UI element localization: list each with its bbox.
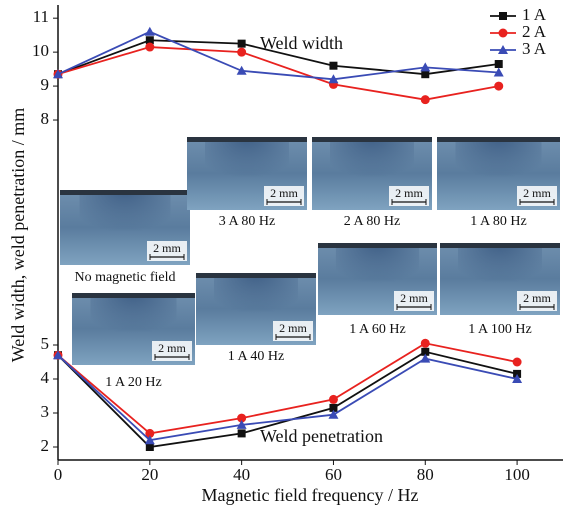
- annotation: Weld penetration: [260, 426, 383, 446]
- series-line: [57, 30, 499, 81]
- marker: [512, 357, 522, 367]
- scale-bg: [147, 241, 187, 261]
- weld-pool: [205, 137, 289, 196]
- x-tick-label: 80: [417, 465, 434, 484]
- scale-label: 2 mm: [395, 186, 423, 200]
- legend-marker: [498, 45, 508, 54]
- marker: [144, 435, 155, 445]
- legend-marker: [499, 12, 507, 20]
- inset-caption: 1 A 40 Hz: [228, 349, 284, 364]
- marker: [329, 61, 338, 70]
- y-tick-label: 3: [41, 402, 50, 421]
- marker: [328, 409, 339, 419]
- scale-label: 2 mm: [158, 341, 186, 355]
- x-tick-label: 100: [504, 465, 530, 484]
- marker: [421, 347, 430, 356]
- y-axis-label: Weld width, weld penetration / mm: [8, 108, 28, 363]
- marker: [236, 65, 247, 75]
- legend-label: 2 A: [522, 22, 547, 41]
- scale-label: 2 mm: [523, 291, 551, 305]
- marker: [145, 428, 155, 438]
- legend-label: 3 A: [522, 39, 547, 58]
- marker: [236, 419, 247, 429]
- marker: [237, 413, 247, 423]
- marker: [145, 443, 154, 451]
- marker: [53, 350, 63, 360]
- scale-label: 2 mm: [270, 186, 298, 200]
- surface-band: [60, 190, 190, 195]
- scale-bg: [152, 341, 192, 361]
- marker: [420, 95, 430, 105]
- inset-caption: 2 A 80 Hz: [344, 214, 400, 229]
- marker: [421, 70, 430, 79]
- series-line: [57, 39, 499, 76]
- x-tick-label: 20: [141, 465, 158, 484]
- surface-band: [440, 243, 560, 248]
- scale-bg: [273, 321, 313, 341]
- surface-band: [196, 273, 316, 278]
- scale-label: 2 mm: [153, 241, 181, 255]
- series-line: [57, 354, 518, 442]
- x-tick-label: 0: [54, 465, 63, 484]
- marker: [237, 47, 247, 57]
- marker: [237, 429, 246, 438]
- inset-caption: 1 A 100 Hz: [468, 322, 531, 337]
- y-tick-label: 2: [41, 436, 50, 455]
- weld-pool: [79, 190, 171, 250]
- marker: [237, 39, 246, 48]
- y-tick-label: 8: [41, 109, 50, 128]
- marker: [328, 74, 339, 84]
- x-tick-label: 40: [233, 465, 250, 484]
- scale-label: 2 mm: [400, 291, 428, 305]
- x-axis-label: Magnetic field frequency / Hz: [202, 485, 419, 505]
- y-tick-label: 4: [41, 368, 50, 387]
- surface-band: [312, 137, 432, 142]
- marker: [329, 403, 338, 412]
- inset-caption: 1 A 20 Hz: [105, 375, 161, 390]
- weld-pool: [330, 137, 414, 196]
- annotation: Weld width: [260, 33, 343, 53]
- series-line: [57, 46, 499, 101]
- series-line: [57, 342, 518, 435]
- marker: [494, 81, 504, 91]
- marker: [493, 67, 504, 77]
- inset-caption: 3 A 80 Hz: [219, 214, 275, 229]
- scale-bg: [517, 186, 557, 206]
- marker: [420, 62, 431, 72]
- marker: [145, 42, 155, 52]
- y-tick-label: 5: [41, 334, 50, 353]
- weld-pool: [455, 137, 542, 196]
- surface-band: [318, 243, 437, 248]
- surface-band: [187, 137, 307, 142]
- inset-caption: 1 A 80 Hz: [470, 214, 526, 229]
- y-tick-label: 11: [33, 7, 49, 26]
- scale-bg: [394, 291, 434, 311]
- inset-caption: 1 A 60 Hz: [349, 322, 405, 337]
- marker: [53, 69, 63, 79]
- marker: [145, 36, 154, 45]
- y-tick-label: 10: [32, 41, 49, 60]
- scale-label: 2 mm: [279, 321, 307, 335]
- scale-bg: [389, 186, 429, 206]
- surface-band: [72, 293, 195, 298]
- marker: [144, 26, 155, 36]
- x-tick-label: 60: [325, 465, 342, 484]
- inset-caption: No magnetic field: [74, 270, 175, 285]
- surface-band: [437, 137, 560, 142]
- legend-label: 1 A: [522, 5, 547, 24]
- scale-label: 2 mm: [523, 186, 551, 200]
- marker: [494, 60, 503, 69]
- scale-bg: [264, 186, 304, 206]
- scale-bg: [517, 291, 557, 311]
- marker: [328, 394, 338, 404]
- y-tick-label: 9: [41, 75, 50, 94]
- insets: 2 mm No magnetic field 2 mm 3 A 80 Hz 2 mm 2 …: [60, 137, 560, 390]
- legend-marker: [498, 28, 508, 38]
- marker: [420, 338, 430, 348]
- marker: [512, 374, 523, 383]
- marker: [513, 369, 522, 378]
- marker: [420, 353, 431, 363]
